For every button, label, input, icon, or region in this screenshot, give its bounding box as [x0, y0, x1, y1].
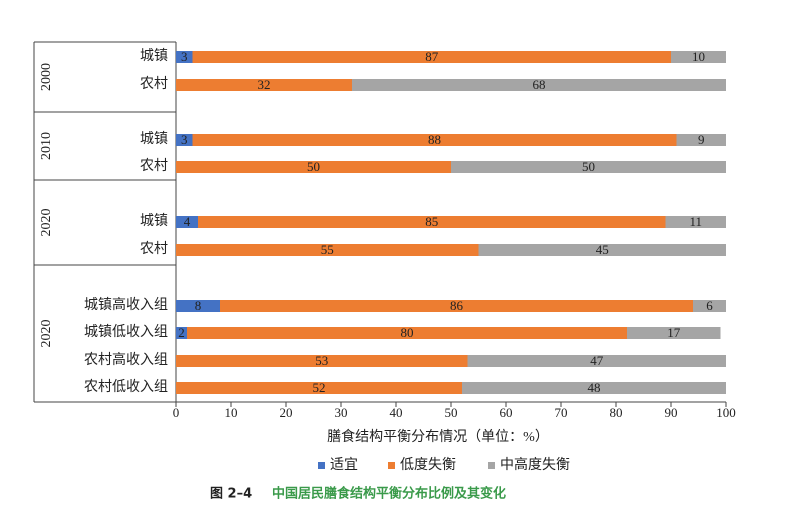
data-label: 50	[582, 159, 595, 174]
y-tick-label: 城镇低收入组	[84, 324, 168, 340]
data-label: 10	[692, 49, 705, 64]
group-label: 2020	[39, 320, 54, 348]
x-tick-label: 60	[500, 405, 513, 420]
x-tick-label: 30	[335, 405, 348, 420]
bar-segment	[176, 161, 451, 173]
data-label: 88	[428, 132, 441, 147]
data-label: 11	[689, 214, 702, 229]
legend-label: 适宜	[330, 457, 358, 473]
bar-segment	[467, 355, 726, 367]
bar-segment	[176, 51, 193, 63]
x-tick-label: 0	[173, 405, 180, 420]
bar-segment	[176, 216, 198, 228]
x-axis-label: 膳食结构平衡分布情况（单位：%）	[327, 428, 549, 445]
y-tick-label: 农村高收入组	[84, 351, 168, 368]
data-label: 80	[401, 325, 414, 340]
data-label: 55	[321, 242, 334, 257]
data-label: 68	[533, 77, 546, 92]
legend-swatch	[388, 462, 395, 469]
bar-segment	[693, 300, 726, 312]
data-label: 86	[450, 298, 464, 313]
bar-segment	[451, 161, 726, 173]
data-label: 8	[195, 298, 202, 313]
bar-segment	[352, 79, 726, 91]
bar-segment	[462, 382, 726, 394]
data-label: 48	[588, 380, 601, 395]
bar-segment	[665, 216, 726, 228]
bar-segment	[176, 355, 468, 367]
y-tick-label: 农村	[140, 158, 168, 174]
data-label: 45	[596, 242, 609, 257]
data-label: 50	[307, 159, 320, 174]
x-tick-label: 20	[280, 405, 293, 420]
data-label: 2	[178, 325, 185, 340]
x-tick-label: 80	[610, 405, 623, 420]
data-label: 6	[706, 298, 713, 313]
data-label: 4	[184, 214, 191, 229]
data-label: 17	[667, 325, 681, 340]
group-label: 2020	[39, 209, 54, 237]
y-tick-label: 城镇	[140, 131, 168, 147]
bar-segment	[192, 51, 671, 63]
bar-segment	[176, 300, 220, 312]
data-label: 3	[181, 49, 188, 64]
data-label: 85	[425, 214, 438, 229]
x-tick-label: 50	[445, 405, 458, 420]
y-tick-label: 农村低收入组	[84, 379, 168, 395]
data-label: 9	[698, 132, 705, 147]
chart-title: 中国居民膳食结构平衡分布比例及其变化	[272, 486, 506, 502]
bar-segment	[220, 300, 693, 312]
figure-number: 图 2–4	[210, 487, 252, 502]
y-tick-label: 城镇	[140, 213, 168, 229]
bar-segment	[478, 244, 726, 256]
data-label: 3	[181, 132, 188, 147]
bar-segment	[176, 327, 187, 339]
legend-swatch	[318, 462, 325, 469]
bar-segment	[176, 79, 352, 91]
x-tick-label: 100	[716, 405, 736, 420]
y-tick-label: 农村	[140, 76, 168, 92]
y-tick-label: 城镇	[140, 48, 168, 64]
data-label: 87	[425, 49, 439, 64]
bar-segment	[192, 134, 677, 146]
group-label: 2010	[39, 132, 54, 160]
data-label: 32	[258, 77, 271, 92]
bar-segment	[198, 216, 666, 228]
data-label: 53	[315, 353, 328, 368]
bar-segment	[176, 244, 479, 256]
bar-segment	[176, 134, 193, 146]
y-tick-label: 农村	[140, 241, 168, 257]
x-tick-label: 10	[225, 405, 238, 420]
bar-segment	[676, 134, 726, 146]
legend-label: 低度失衡	[400, 457, 456, 473]
legend-label: 中高度失衡	[500, 456, 570, 473]
x-tick-label: 90	[665, 405, 678, 420]
bar-segment	[627, 327, 721, 339]
x-tick-label: 70	[555, 405, 568, 420]
bar-segment	[176, 382, 462, 394]
legend-swatch	[488, 462, 495, 469]
x-tick-label: 40	[390, 405, 403, 420]
group-label: 2000	[39, 63, 54, 91]
data-label: 52	[313, 380, 326, 395]
data-label: 47	[590, 353, 604, 368]
bar-segment	[187, 327, 627, 339]
y-tick-label: 城镇高收入组	[84, 296, 168, 313]
bar-segment	[671, 51, 726, 63]
